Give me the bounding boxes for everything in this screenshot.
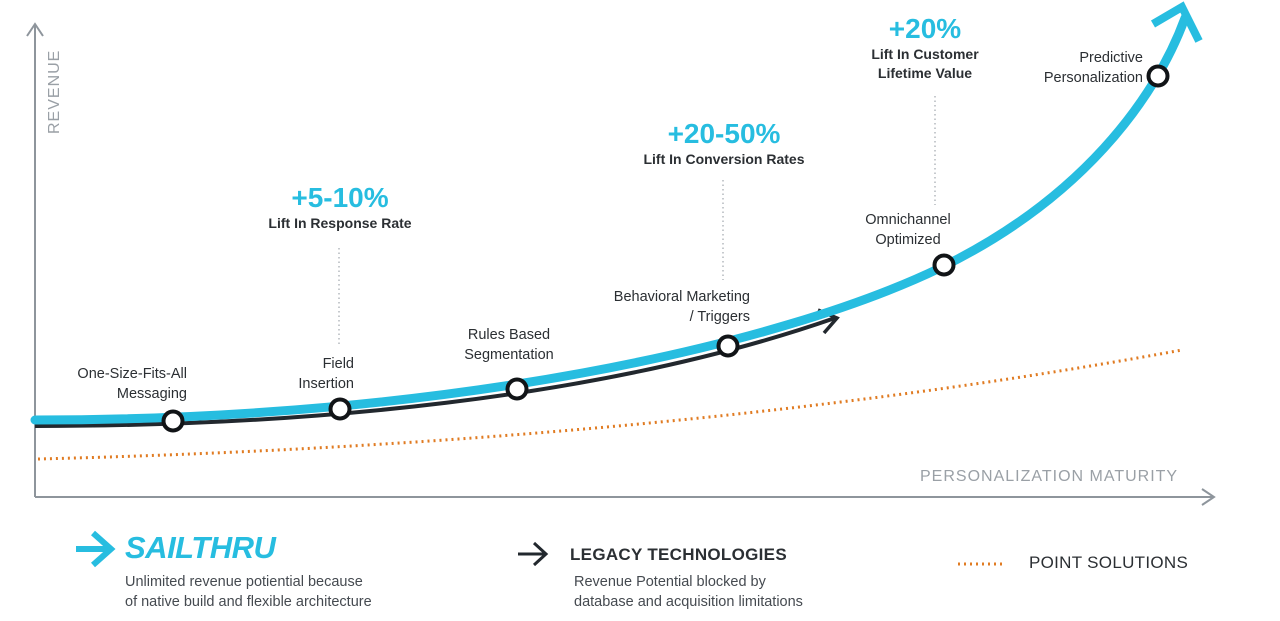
y-axis-label: REVENUE — [46, 49, 63, 134]
stage-marker — [161, 409, 185, 433]
stage-marker — [505, 377, 529, 401]
lift-value: +20% — [888, 13, 962, 44]
stage-label-rules-segmentation: Rules Based Segmentation — [464, 327, 554, 363]
point-solutions-curve — [37, 348, 1183, 461]
lift-value: +20-50% — [667, 118, 781, 149]
lift-description: Lift In Customer — [871, 46, 979, 62]
lift-description: Lift In Response Rate — [268, 215, 412, 231]
lift-customer-lifetime-value: +20% Lift In Customer Lifetime Value — [845, 13, 1005, 83]
stage-marker — [716, 334, 740, 358]
lift-response-rate: +5-10% Lift In Response Rate — [240, 182, 440, 233]
x-axis — [35, 488, 1216, 506]
sailthru-arrow-icon — [76, 530, 116, 568]
lift-description: Lift In Conversion Rates — [643, 151, 805, 167]
stage-label-one-size: One-Size-Fits-All Messaging — [77, 366, 187, 402]
stage-label-behavioral: Behavioral Marketing / Triggers — [613, 289, 750, 325]
stage-marker — [328, 397, 352, 421]
stage-label-omnichannel: Omnichannel Optimized — [865, 212, 951, 248]
point-solutions-title: POINT SOLUTIONS — [1029, 553, 1189, 572]
stage-marker — [932, 253, 956, 277]
legacy-description: Revenue Potential blocked by database an… — [574, 574, 803, 610]
lift-description: Lifetime Value — [877, 65, 973, 81]
legacy-arrow-icon — [518, 541, 549, 567]
sailthru-description: Unlimited revenue potiential because of … — [125, 574, 372, 610]
stage-marker — [1146, 64, 1170, 88]
x-axis-label: PERSONALIZATION MATURITY — [920, 468, 1179, 485]
lift-value: +5-10% — [291, 182, 389, 213]
lift-conversion-rates: +20-50% Lift In Conversion Rates — [614, 118, 834, 169]
sailthru-curve — [30, 1, 1203, 425]
stage-label-field-insertion: Field Insertion — [298, 356, 354, 392]
stage-label-predictive: Predictive Personalization — [1043, 50, 1143, 86]
legacy-title: LEGACY TECHNOLOGIES — [570, 545, 787, 564]
sailthru-logo: SAILTHRU — [125, 530, 276, 565]
